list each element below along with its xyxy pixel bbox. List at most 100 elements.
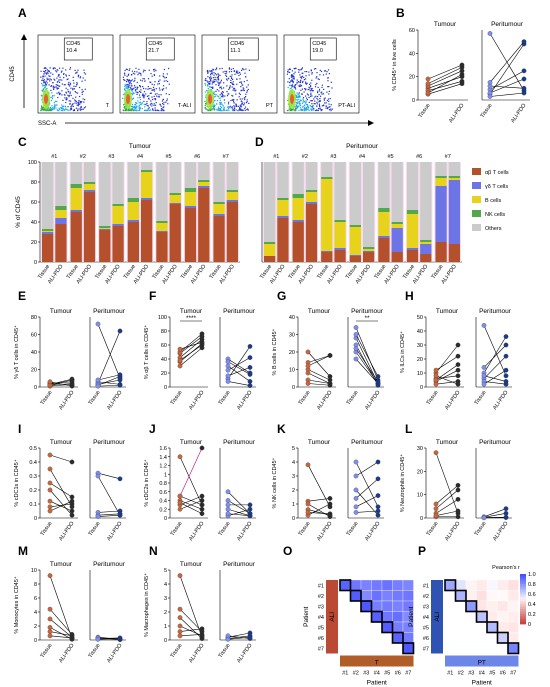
panel-o-diagonal-cell [339,579,352,592]
panel-c-bar-segment [127,198,139,202]
panel-i-y-tick-label: 0.5 [29,446,37,452]
flow-event [40,70,42,72]
panel-h-x-tick-label: ALI-PDO [444,389,462,411]
panel-k-alipdo-point [327,501,333,507]
flow-event [74,69,76,71]
flow-event [306,97,308,99]
panel-j-y-tick-label: 0.8 [159,481,167,487]
flow-event [223,99,225,101]
gate-label: CD45 [148,41,162,47]
panel-g-pair-line [307,355,331,367]
panel-b-group-title: Tumour [434,21,457,28]
flow-event [166,73,168,75]
flow-event [163,101,165,104]
flow-event [217,77,219,79]
pearson-legend-gradient [520,604,526,607]
flow-event [206,69,209,72]
flow-event [59,76,61,78]
flow-event [231,77,233,79]
panel-d-bar-segment [292,162,304,194]
flow-event [204,83,206,85]
pearson-legend-gradient [520,619,526,622]
flow-event [312,105,314,107]
panel-o-cell [392,600,404,612]
flow-event [240,86,242,88]
flow-event [305,102,307,104]
flow-event [46,82,48,84]
flow-event [49,67,51,69]
flow-event [82,98,84,100]
flow-event [136,88,138,90]
panel-b-y-tick-label: 40 [409,51,415,57]
panel-i-pair-line [97,514,121,517]
panel-o-row-label: #2 [318,594,324,600]
flow-event [55,104,57,106]
panel-g-alipdo-point [375,379,381,385]
flow-event [49,78,51,80]
flow-event [57,75,59,77]
flow-event [130,88,132,90]
flow-event [72,87,74,90]
flow-event [44,82,47,84]
panel-p-cell [455,590,467,602]
flow-event [129,108,131,110]
flow-event [311,95,313,97]
flow-event [241,102,243,104]
panel-o-cell [402,642,414,654]
panel-d-bar-segment [406,210,419,214]
flow-event [221,88,223,90]
panel-c-bar-segment [83,192,96,262]
flow-event [163,88,165,90]
flow-x-arrowhead [368,120,374,126]
panel-d-bar-segment [321,252,333,262]
legend-label: αβ T cells [485,170,509,176]
flow-event [126,87,128,89]
flow-event [291,76,293,78]
flow-event [308,74,310,76]
flow-event [78,103,80,105]
flow-event [220,92,222,94]
flow-event [230,79,232,81]
panel-p-col-group-bar [445,655,519,667]
panel-i-group-title: Tumour [50,439,73,446]
flow-event [134,85,136,87]
flow-event [320,109,322,112]
panel-g-tissue-point [353,346,359,351]
panel-o-col-label: #3 [363,671,369,677]
panel-f-y-tick-label: 0 [164,385,167,391]
panel-d-bar-segment [406,248,419,250]
panel-b-alipdo-point [521,68,527,74]
panel-h-alipdo-point [503,379,509,384]
panel-letter-b: B [396,6,405,20]
flow-event [218,79,220,81]
panel-h-alipdo-point [503,373,509,379]
panel-p-col-label: #4 [479,671,485,677]
panel-letter-i: I [18,422,21,436]
flow-event [232,83,234,85]
flow-event [126,84,128,86]
panel-k-alipdo-point [375,493,381,498]
panel-b-pair-line [489,85,525,89]
panel-i-x-tick-label: Tissue [40,521,54,538]
panel-o-row-group-label: ALI [329,612,336,622]
panel-k-tissue-point [353,504,359,510]
panel-l-tissue-point [433,513,439,519]
panel-d-bar-segment [420,240,432,242]
flow-event [67,89,69,91]
flow-event [215,90,217,92]
panel-m-x-tick-label: Tissue [88,643,102,660]
flow-event [247,84,249,86]
flow-event [230,68,232,70]
flow-event [159,75,161,77]
pearson-legend-gradient [520,599,526,602]
flow-event [306,104,309,106]
flow-event [163,68,165,71]
panel-c-bar-segment [156,232,168,262]
panel-l-group-title: Peritumour [479,439,512,446]
flow-event [149,92,151,94]
panel-h-pair-line [483,325,507,376]
flow-event [307,106,309,109]
flow-event [48,78,50,80]
panel-g-x-tick-label: Tissue [298,390,312,407]
flow-event [166,98,168,100]
